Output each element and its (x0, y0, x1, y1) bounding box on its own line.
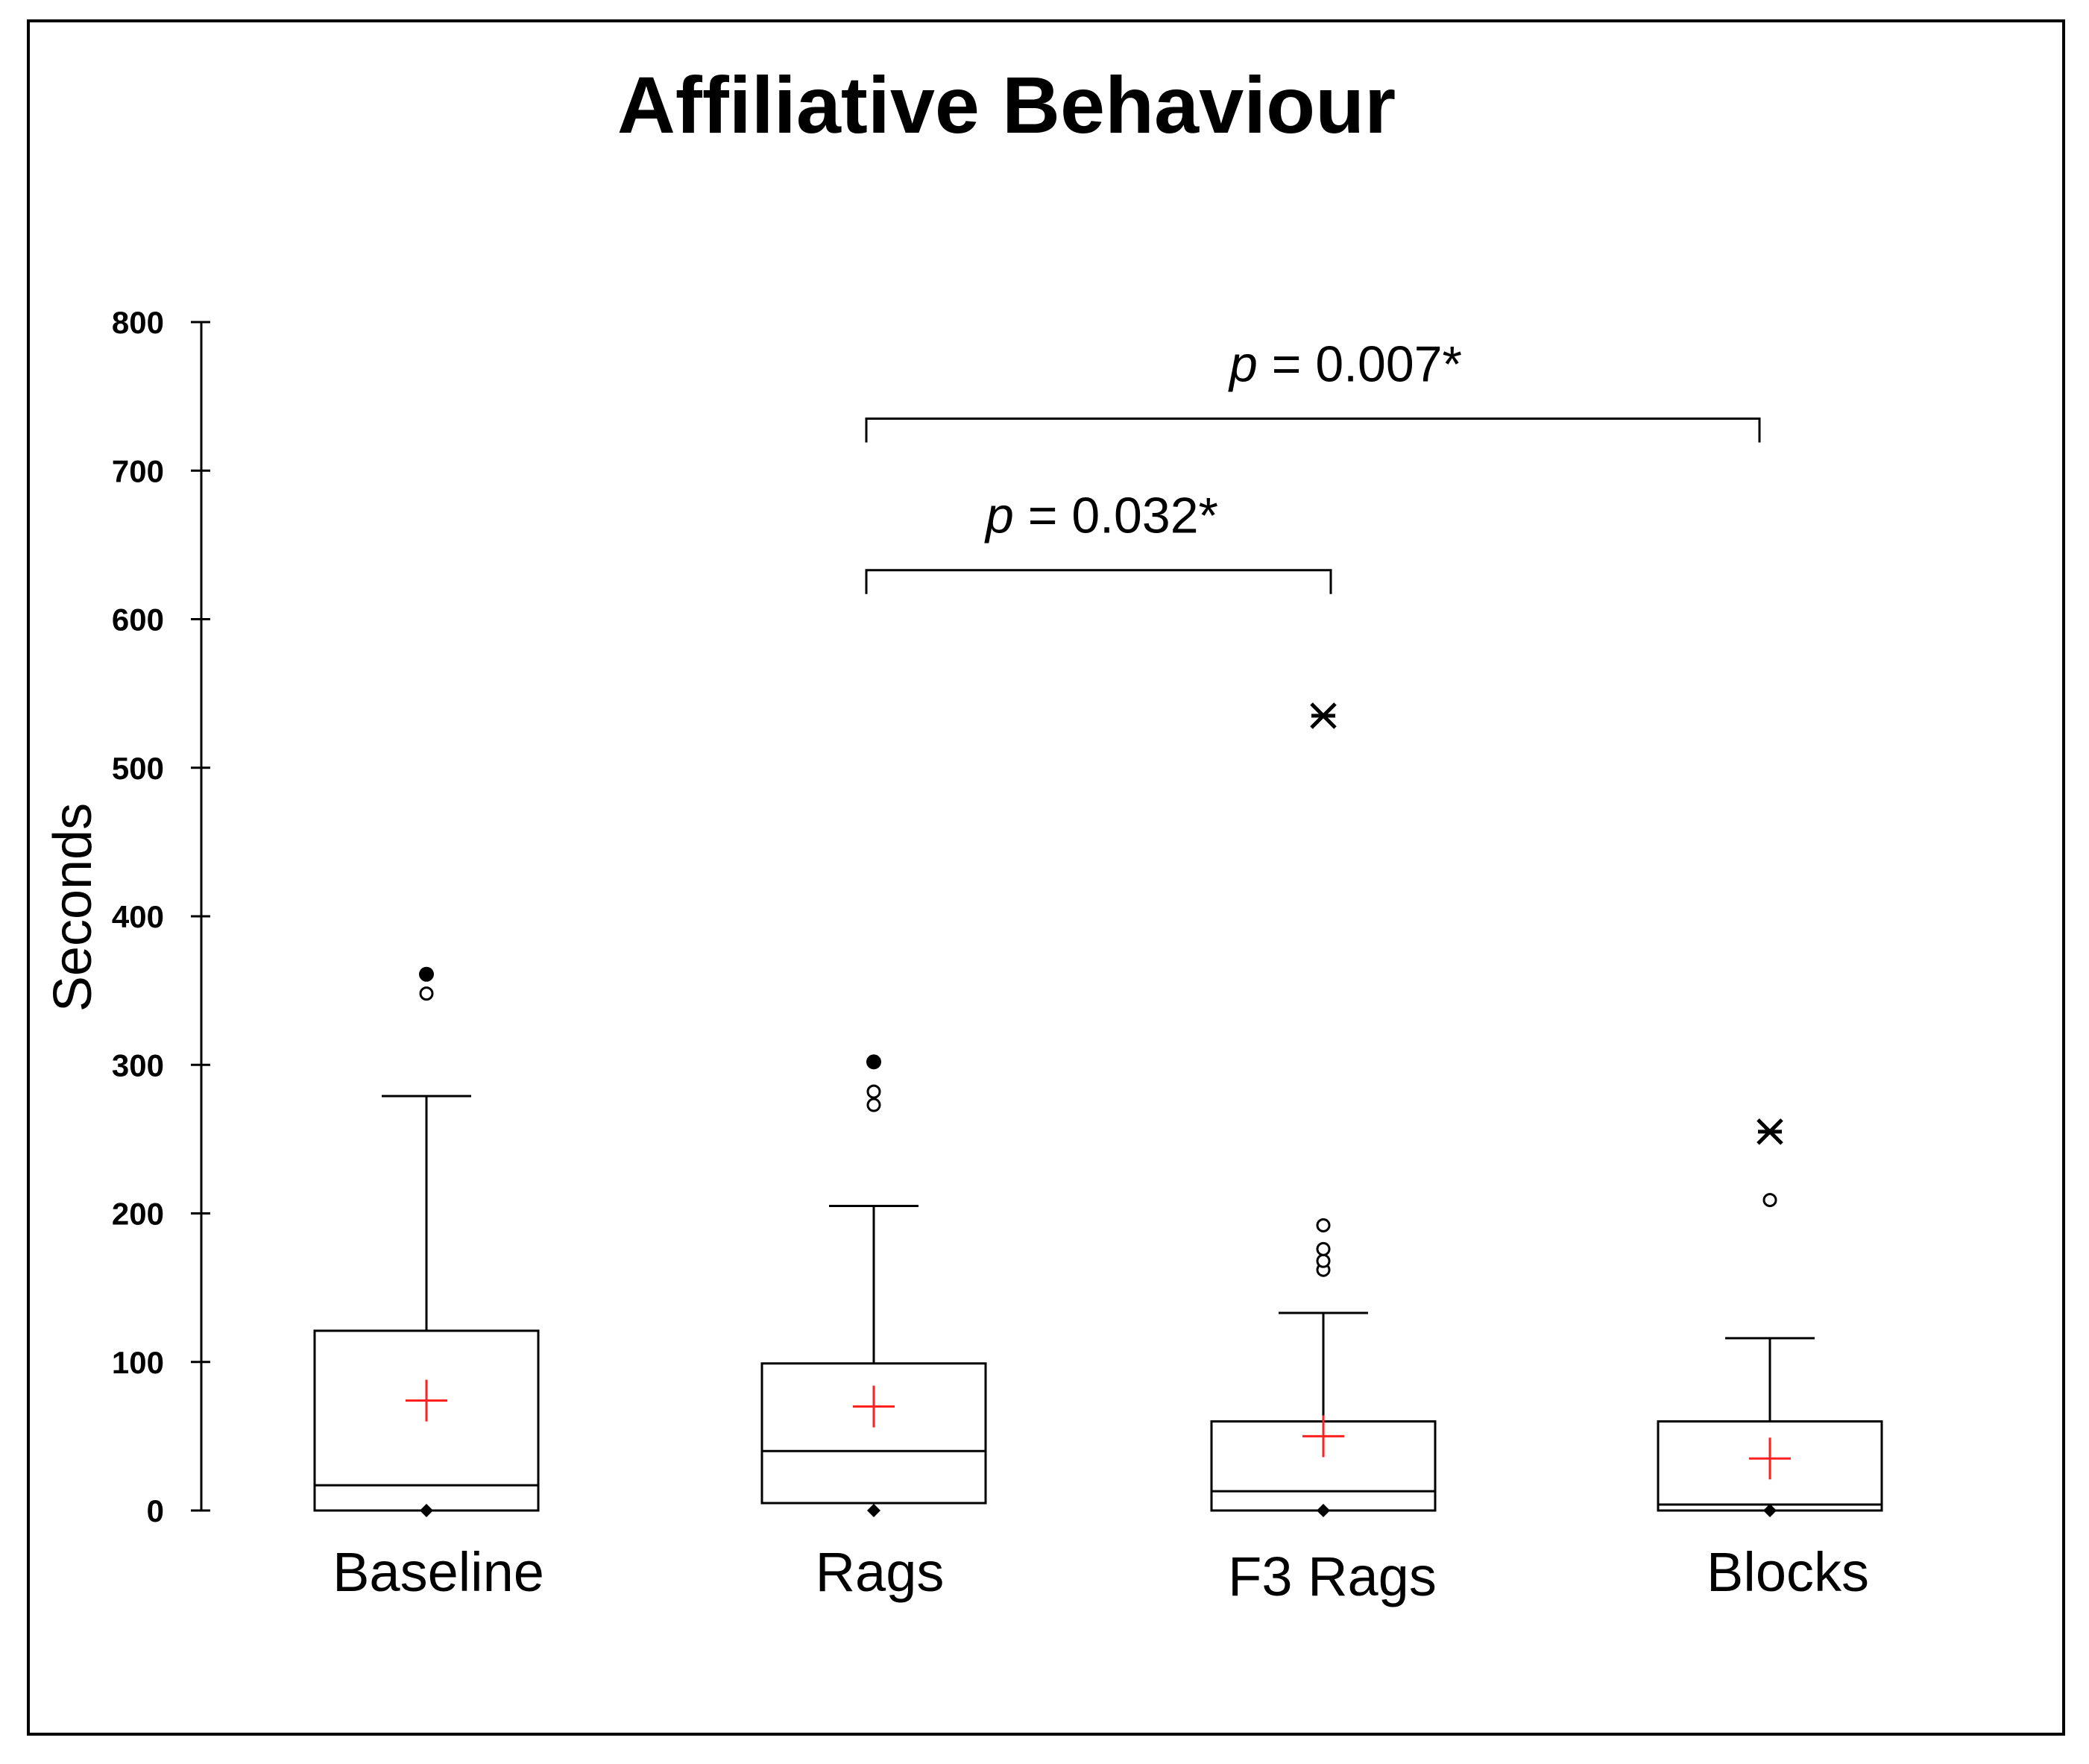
y-tick-label: 700 (112, 453, 164, 488)
category-label: Baseline (333, 1541, 544, 1603)
chart-title: Affiliative Behaviour (617, 60, 1396, 150)
y-tick-label: 500 (112, 751, 164, 786)
y-tick-label: 600 (112, 602, 164, 637)
extreme-marker-d2 (1756, 1118, 1783, 1145)
p-symbol: p (984, 488, 1014, 544)
outlier-point-solid (866, 1054, 881, 1070)
p-value-label: p = 0.007* (1228, 336, 1462, 393)
y-tick-label: 400 (112, 899, 164, 934)
p-symbol: p (1228, 336, 1258, 393)
y-tick-label: 100 (112, 1345, 164, 1380)
significance-bracket: p = 0.032* (865, 488, 1332, 594)
outlier-point (1762, 1193, 1777, 1208)
category-label: F3 Rags (1228, 1546, 1437, 1607)
box-group-baseline (313, 966, 540, 1517)
min-marker (420, 1504, 433, 1517)
extreme-marker-d2 (1310, 702, 1337, 729)
category-label: Blocks (1707, 1541, 1869, 1603)
p-value-label: p = 0.032* (984, 488, 1218, 544)
min-marker (1317, 1504, 1330, 1517)
y-axis: 0 100 200 300 400 500 600 700 800 (112, 305, 210, 1528)
outlier-point (1316, 1253, 1331, 1268)
outlier-point (1316, 1218, 1331, 1232)
min-marker (867, 1504, 880, 1517)
outlier-point-solid (419, 966, 434, 982)
min-marker (1763, 1504, 1777, 1517)
significance-bracket: p = 0.007* (865, 336, 1761, 443)
chart-frame (27, 19, 2065, 1736)
category-label: Rags (816, 1541, 945, 1603)
y-tick-label: 300 (112, 1048, 164, 1083)
y-tick-label: 200 (112, 1197, 164, 1232)
y-tick-label: 0 (147, 1493, 164, 1528)
p-value: = 0.032* (1014, 488, 1218, 544)
significance-annotations: p = 0.032*p = 0.007* (865, 336, 1761, 594)
box-group-blocks (1657, 1118, 1883, 1517)
p-value: = 0.007* (1258, 336, 1462, 393)
outlier-point (866, 1084, 881, 1099)
bracket-line (865, 418, 1761, 443)
category-labels: Baseline Rags F3 Rags Blocks (333, 1541, 1869, 1607)
iqr-box (760, 1362, 987, 1505)
outlier-point (866, 1097, 881, 1112)
box-group-f3-rags (1210, 702, 1437, 1517)
bracket-line (865, 569, 1332, 594)
outlier-point (419, 986, 434, 1001)
y-tick-label: 800 (112, 305, 164, 340)
y-axis-label: Seconds (43, 803, 103, 1012)
plot-area (313, 702, 1883, 1517)
outlier-point (1316, 1241, 1331, 1256)
box-group-rags (760, 1054, 987, 1517)
